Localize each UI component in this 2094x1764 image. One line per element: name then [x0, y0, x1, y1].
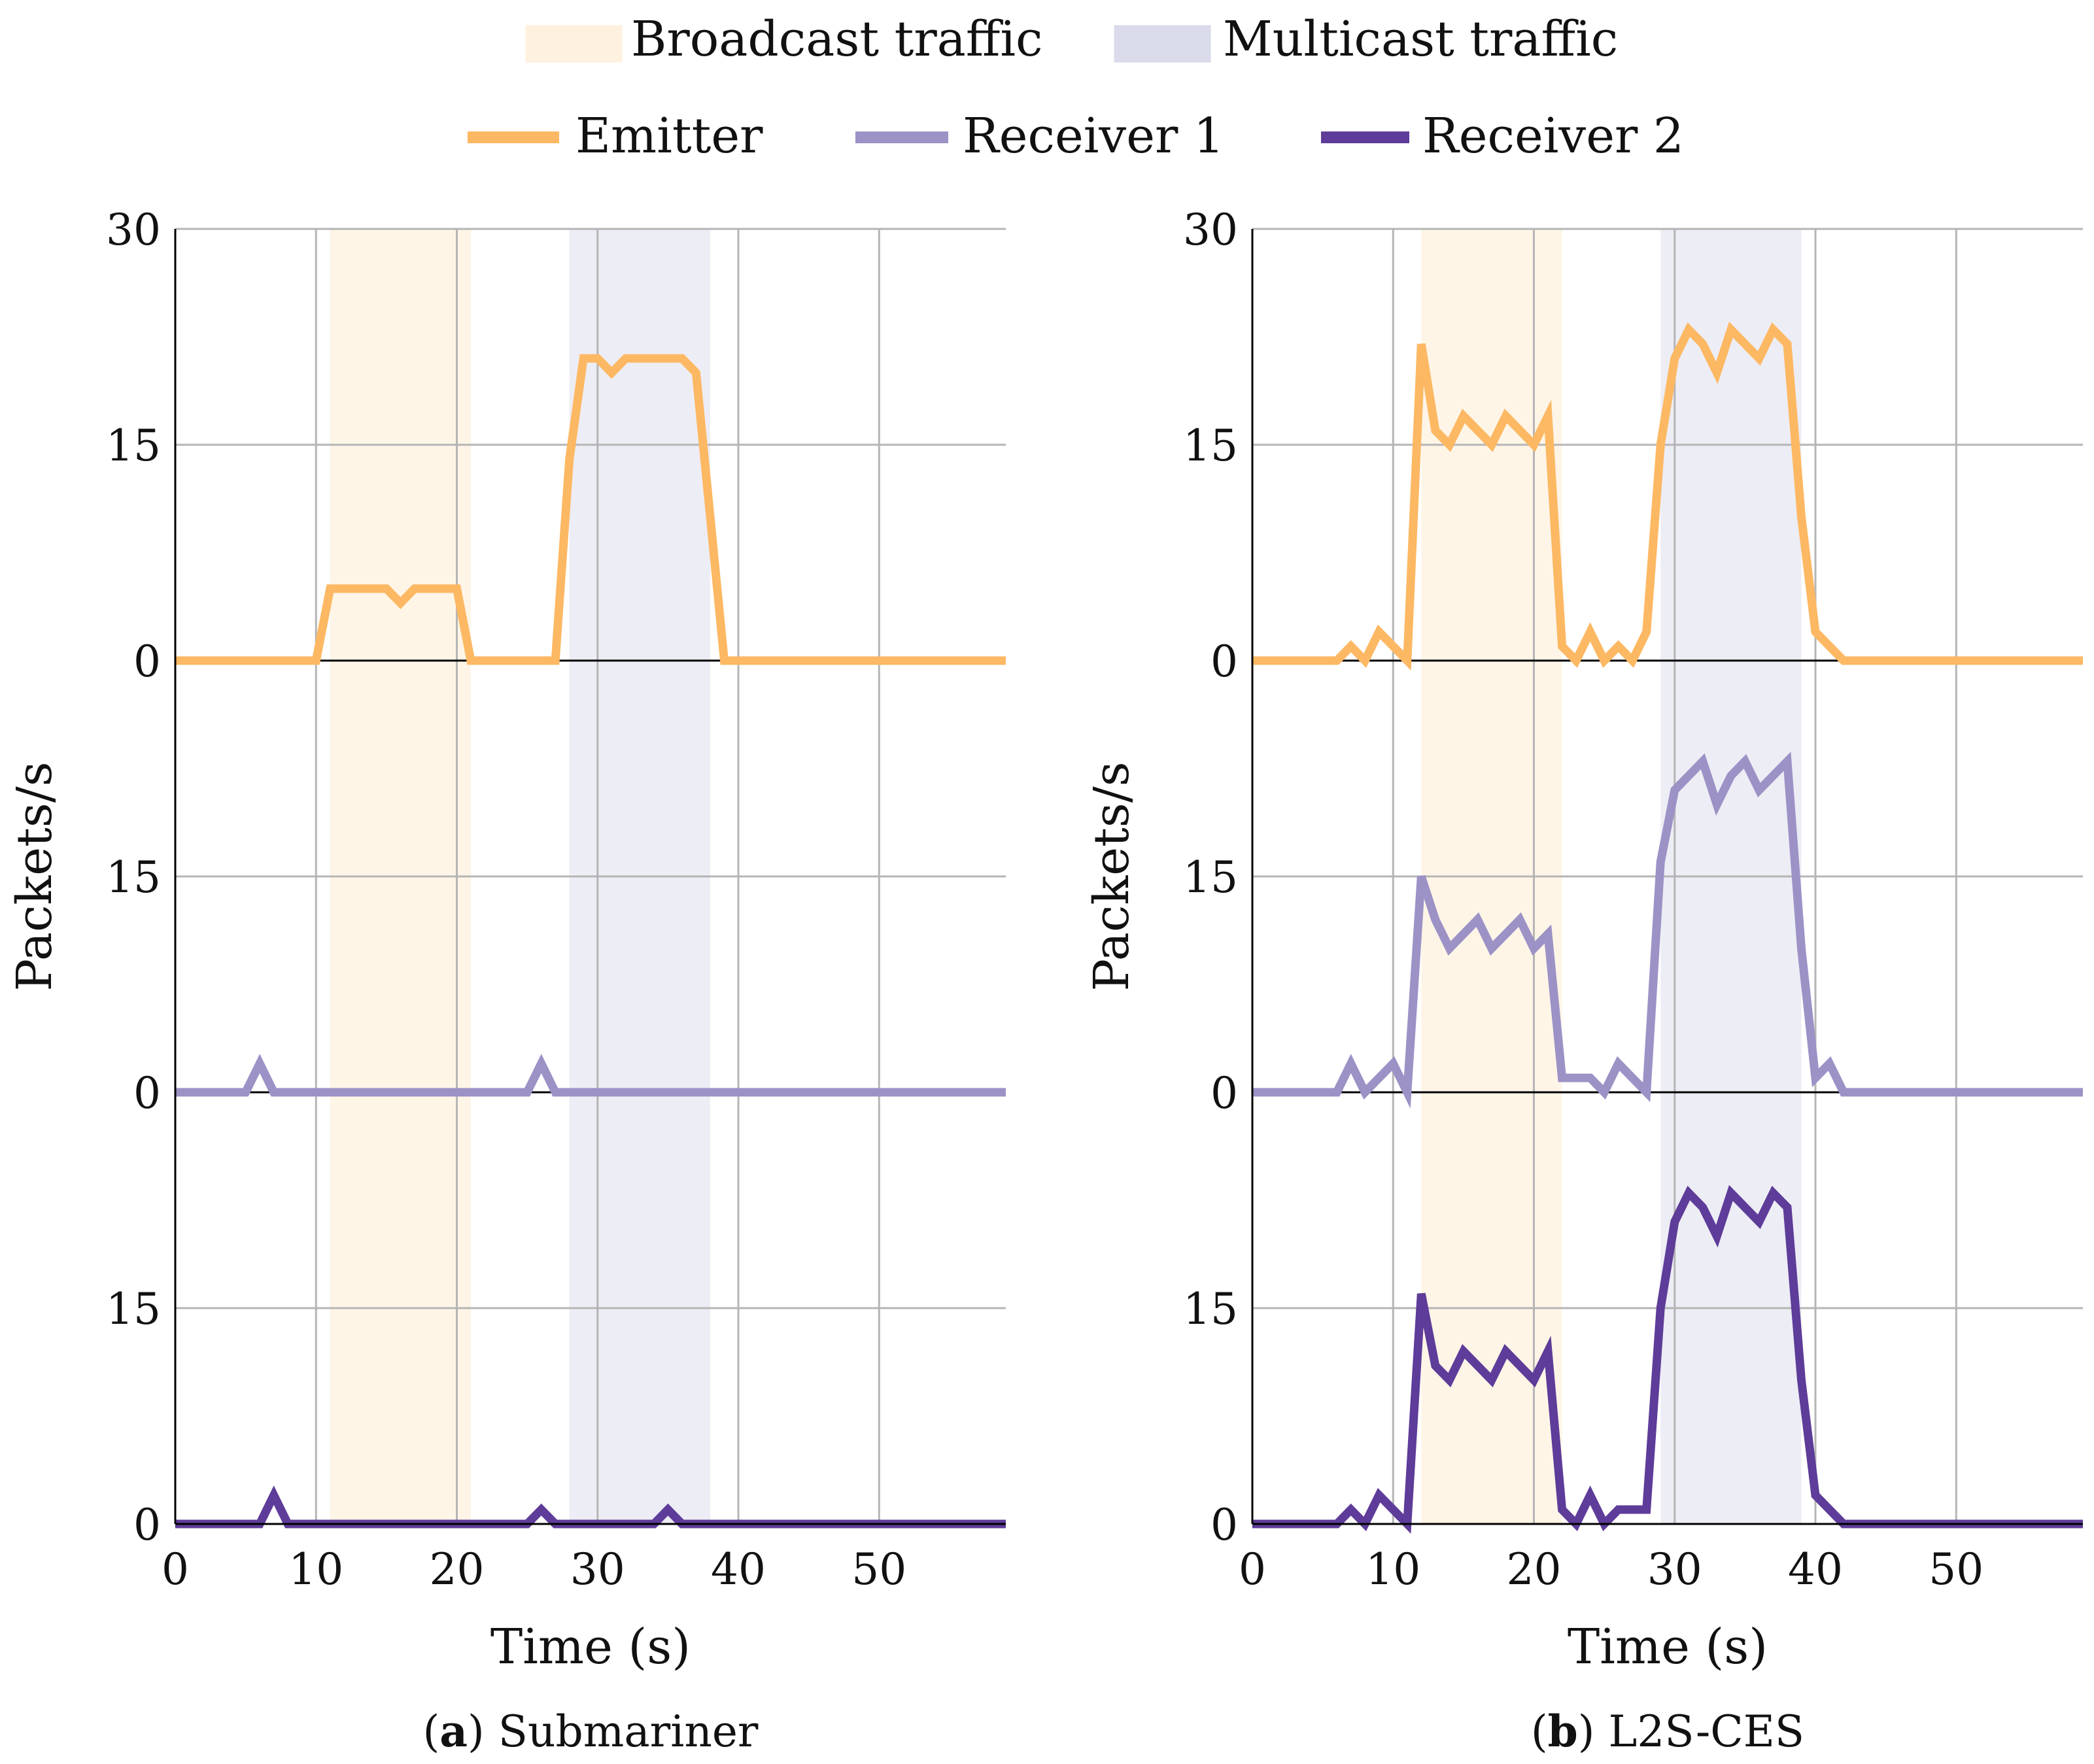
y-tick-label: 0 [133, 1068, 161, 1118]
x-tick-label: 0 [1239, 1544, 1266, 1595]
x-tick-label: 20 [430, 1544, 485, 1595]
legend-label: Multicast traffic [1223, 11, 1618, 67]
legend-label: Broadcast traffic [631, 11, 1043, 67]
y-tick-label: 0 [1210, 1500, 1238, 1550]
series-receiver-2 [175, 1485, 1006, 1529]
legend-label: Receiver 2 [1422, 108, 1684, 164]
x-tick-label: 0 [162, 1544, 189, 1595]
y-tick-label: 15 [106, 1284, 161, 1334]
subfigure-caption: (a) Submariner [423, 1706, 759, 1757]
legend-entry-emitter: Emitter [468, 108, 763, 164]
y-tick-label: 15 [1183, 1284, 1238, 1334]
legend-label: Receiver 1 [963, 108, 1224, 164]
legend-entry-multicast-traffic: Multicast traffic [1114, 11, 1618, 67]
y-tick-label: 0 [133, 636, 161, 687]
x-tick-label: 50 [1929, 1544, 1983, 1595]
x-tick-label: 40 [1788, 1544, 1843, 1595]
x-tick-label: 40 [711, 1544, 766, 1595]
x-tick-label: 30 [1647, 1544, 1702, 1595]
y-tick-label: 15 [1183, 421, 1238, 471]
chart-submariner: 0 15 0 15 0 15 30 0 10 20 30 40 50 Packets/s Time (s) (… [7, 205, 1006, 1757]
x-tick-label: 20 [1507, 1544, 1562, 1595]
y-tick-label: 0 [1210, 1068, 1238, 1118]
x-tick-label: 10 [1365, 1544, 1420, 1595]
legend-entry-broadcast-traffic: Broadcast traffic [525, 11, 1043, 67]
y-axis-label: Packets/s [1084, 761, 1140, 991]
legend-entry-receiver-2: Receiver 2 [1321, 108, 1684, 164]
x-tick-label: 50 [851, 1544, 906, 1595]
y-tick-label: 15 [106, 421, 161, 471]
series-emitter [175, 354, 1006, 665]
series-receiver-2 [1252, 1185, 2083, 1534]
y-tick-label: 15 [1183, 852, 1238, 903]
legend-entry-receiver-1: Receiver 1 [855, 108, 1224, 164]
y-tick-label: 0 [1210, 636, 1238, 687]
legend-swatch [525, 25, 623, 63]
y-tick-label: 0 [133, 1500, 161, 1550]
legend-label: Emitter [575, 108, 763, 164]
series-receiver-1 [1252, 752, 2083, 1109]
x-axis-label: Time (s) [490, 1619, 691, 1675]
y-tick-label: 15 [106, 852, 161, 903]
y-tick-label: 30 [1183, 205, 1238, 255]
x-tick-label: 30 [570, 1544, 625, 1595]
legend-swatch [1114, 25, 1211, 63]
x-axis-label: Time (s) [1568, 1619, 1768, 1675]
series-emitter [1252, 321, 2083, 671]
axes: 0 15 0 15 0 15 30 0 10 20 30 40 50 Packets/s Time (s) (… [1084, 205, 2083, 1757]
chart-l2s-ces: 0 15 0 15 0 15 30 0 10 20 30 40 50 Packets/s Time (s) (… [1084, 205, 2083, 1757]
axes: 0 15 0 15 0 15 30 0 10 20 30 40 50 Packets/s Time (s) (… [7, 205, 1006, 1757]
y-axis-label: Packets/s [7, 761, 63, 991]
series-receiver-1 [175, 1054, 1006, 1097]
x-tick-label: 10 [288, 1544, 343, 1595]
legend: Broadcast traffic Multicast traffic Emitte… [468, 11, 1684, 164]
y-tick-label: 30 [106, 205, 161, 255]
subfigure-caption: (b) L2S-CES [1531, 1706, 1804, 1757]
